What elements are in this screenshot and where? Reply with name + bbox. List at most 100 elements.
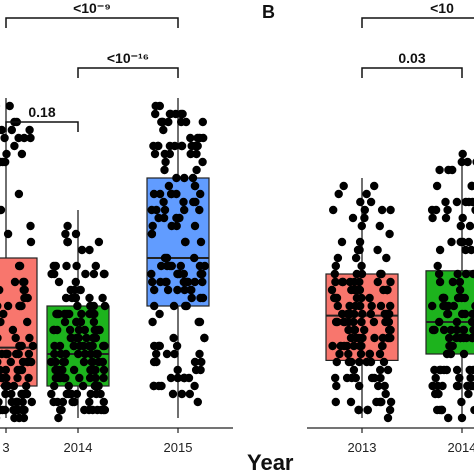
data-point: [442, 349, 452, 359]
data-point: [3, 301, 13, 311]
data-point: [355, 301, 364, 311]
data-point: [190, 277, 199, 287]
data-point: [23, 317, 32, 327]
data-point: [0, 373, 7, 383]
data-point: [447, 237, 456, 247]
data-point: [333, 253, 343, 263]
data-point: [365, 293, 374, 303]
data-point: [179, 277, 188, 287]
data-point: [61, 293, 71, 303]
data-point: [347, 333, 356, 343]
data-point: [180, 285, 189, 295]
data-point: [448, 277, 458, 287]
data-point: [71, 229, 81, 239]
data-point: [81, 269, 90, 279]
data-point: [193, 133, 202, 143]
data-point: [464, 389, 473, 399]
data-point: [86, 301, 95, 311]
data-point: [428, 381, 437, 391]
data-point: [160, 205, 170, 215]
data-point: [50, 269, 59, 279]
data-point: [342, 373, 352, 383]
panel-a-plot: 3 2014 2015 0.18 <10⁻¹⁶ <10⁻⁹: [0, 0, 233, 455]
data-point: [20, 285, 29, 295]
data-point: [463, 157, 472, 167]
data-point: [456, 221, 465, 231]
data-point: [73, 301, 82, 311]
data-point: [458, 213, 467, 223]
data-point: [200, 333, 209, 343]
data-point: [7, 389, 16, 399]
data-point: [169, 333, 178, 343]
data-point: [50, 349, 59, 359]
data-point: [449, 301, 458, 311]
data-point: [173, 373, 182, 383]
data-point: [172, 213, 181, 223]
data-point: [50, 381, 59, 391]
data-point: [17, 149, 27, 159]
data-point: [25, 125, 34, 135]
data-point: [13, 373, 22, 383]
data-point: [439, 325, 449, 335]
data-point: [382, 309, 391, 319]
data-point: [468, 333, 474, 343]
data-point: [186, 133, 195, 143]
data-point: [96, 389, 105, 399]
data-point: [28, 341, 38, 351]
data-point: [452, 197, 462, 207]
data-point: [89, 269, 99, 279]
data-point: [82, 333, 91, 343]
data-point: [459, 333, 468, 343]
data-point: [191, 365, 201, 375]
data-point: [351, 373, 360, 383]
data-point: [198, 157, 207, 167]
data-point: [350, 325, 359, 335]
data-point: [356, 349, 366, 359]
data-point: [196, 189, 205, 199]
data-point: [152, 349, 161, 359]
data-point: [459, 349, 469, 359]
data-point: [0, 358, 2, 366]
data-point: [166, 189, 176, 199]
data-point: [383, 413, 393, 423]
data-point: [176, 261, 185, 271]
data-point: [173, 269, 182, 279]
data-point: [458, 149, 467, 159]
data-point: [348, 213, 358, 223]
data-point: [329, 205, 338, 215]
x-tick-label-2013: 2013: [348, 440, 377, 455]
data-point: [383, 285, 392, 295]
data-point: [97, 405, 106, 415]
data-point: [434, 389, 443, 399]
data-point: [100, 341, 109, 351]
data-point: [155, 309, 164, 319]
data-point: [76, 285, 85, 295]
data-point: [69, 341, 79, 351]
data-point: [366, 197, 376, 207]
data-point: [453, 293, 463, 303]
data-point: [453, 269, 462, 279]
data-point: [189, 197, 198, 207]
data-point: [457, 397, 466, 407]
data-point: [455, 277, 465, 287]
data-point: [195, 261, 205, 271]
data-point: [330, 269, 339, 279]
data-point: [0, 125, 6, 135]
significance-label-1: <10: [430, 0, 454, 16]
data-point: [431, 373, 440, 383]
data-point: [467, 317, 474, 327]
data-point: [53, 397, 62, 407]
data-point: [382, 253, 391, 263]
data-point: [344, 349, 353, 359]
data-point: [54, 277, 64, 287]
data-point: [181, 301, 190, 311]
data-point: [357, 293, 366, 303]
data-point: [452, 317, 462, 327]
data-point: [52, 373, 61, 383]
data-point: [346, 397, 356, 407]
data-point: [344, 357, 354, 367]
data-point: [47, 389, 56, 399]
data-point: [460, 293, 469, 303]
data-point: [155, 341, 164, 351]
